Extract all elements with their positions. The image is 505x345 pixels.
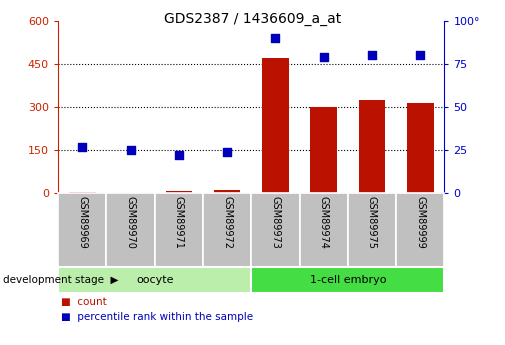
- Bar: [58, 267, 251, 293]
- Bar: [214, 190, 240, 193]
- Bar: [396, 193, 444, 267]
- Bar: [251, 193, 299, 267]
- Point: [271, 35, 279, 41]
- Text: GSM89975: GSM89975: [367, 196, 377, 249]
- Text: GSM89970: GSM89970: [126, 196, 135, 249]
- Point: [223, 149, 231, 155]
- Bar: [262, 58, 289, 193]
- Text: 1-cell embryo: 1-cell embryo: [310, 275, 386, 285]
- Bar: [203, 193, 251, 267]
- Bar: [348, 193, 396, 267]
- Text: GDS2387 / 1436609_a_at: GDS2387 / 1436609_a_at: [164, 12, 341, 26]
- Text: GSM89973: GSM89973: [270, 196, 280, 249]
- Point: [126, 147, 134, 153]
- Bar: [58, 193, 107, 267]
- Text: GSM89969: GSM89969: [77, 196, 87, 249]
- Text: GSM89972: GSM89972: [222, 196, 232, 249]
- Bar: [69, 192, 95, 193]
- Text: oocyte: oocyte: [136, 275, 173, 285]
- Text: GSM89999: GSM89999: [415, 196, 425, 249]
- Point: [416, 52, 424, 58]
- Bar: [166, 191, 192, 193]
- Bar: [311, 107, 337, 193]
- Bar: [155, 193, 203, 267]
- Point: [368, 52, 376, 58]
- Text: development stage  ▶: development stage ▶: [3, 275, 118, 285]
- Bar: [107, 193, 155, 267]
- Text: GSM89974: GSM89974: [319, 196, 329, 249]
- Text: ■  count: ■ count: [61, 297, 107, 307]
- Point: [320, 54, 328, 60]
- Bar: [299, 193, 348, 267]
- Bar: [359, 100, 385, 193]
- Point: [78, 144, 86, 149]
- Bar: [251, 267, 444, 293]
- Point: [175, 152, 183, 158]
- Text: GSM89971: GSM89971: [174, 196, 184, 249]
- Bar: [407, 103, 433, 193]
- Text: ■  percentile rank within the sample: ■ percentile rank within the sample: [61, 313, 252, 322]
